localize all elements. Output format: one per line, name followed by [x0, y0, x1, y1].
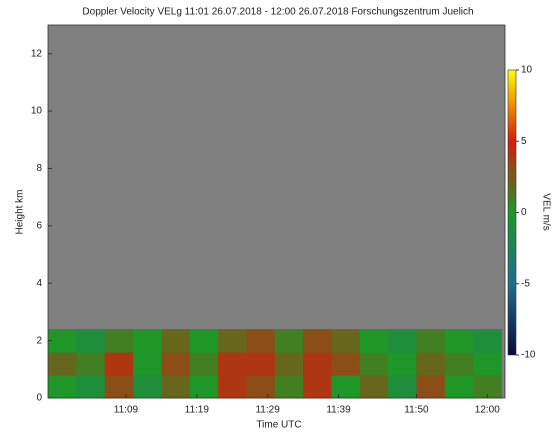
heatmap-cell	[161, 375, 190, 398]
heatmap-cell	[275, 352, 304, 375]
heatmap-cell	[303, 329, 332, 352]
heatmap-cell	[133, 329, 162, 352]
heatmap-cell	[445, 329, 474, 352]
colorbar-tick-label: 0	[521, 207, 527, 218]
heatmap-cell	[331, 375, 360, 398]
y-tick-label: 2	[36, 335, 42, 346]
heatmap-cell	[445, 375, 474, 398]
heatmap-cell	[161, 352, 190, 375]
heatmap-cell	[161, 329, 190, 352]
y-tick-label: 4	[36, 278, 42, 289]
heatmap-cell	[473, 329, 502, 352]
heatmap-cell	[76, 375, 105, 398]
y-tick-label: 6	[36, 220, 42, 231]
x-axis-label: Time UTC	[256, 420, 301, 431]
heatmap-cell	[246, 375, 275, 398]
heatmap-cell	[133, 352, 162, 375]
x-tick-label: 11:29	[255, 405, 280, 416]
heatmap-cell	[360, 375, 389, 398]
y-axis-label: Height km	[15, 189, 26, 234]
heatmap-cell	[190, 329, 219, 352]
heatmap-cell	[388, 375, 417, 398]
x-tick-label: 11:39	[326, 405, 351, 416]
y-tick-label: 0	[36, 393, 42, 404]
colorbar-tick-label: -5	[521, 278, 530, 289]
heatmap-cell	[445, 352, 474, 375]
heatmap-cell	[218, 375, 247, 398]
heatmap-cell	[388, 352, 417, 375]
x-tick-label: 11:19	[185, 405, 210, 416]
heatmap-cell	[246, 329, 275, 352]
colorbar-tick-label: 10	[521, 65, 533, 76]
heatmap-cell	[331, 329, 360, 352]
chart-title: Doppler Velocity VELg 11:01 26.07.2018 -…	[82, 7, 473, 18]
y-tick-label: 12	[31, 48, 43, 59]
colorbar	[508, 70, 516, 355]
heatmap-cell	[76, 352, 105, 375]
heatmap-cell	[133, 375, 162, 398]
heatmap-cell	[48, 352, 77, 375]
heatmap-cell	[275, 375, 304, 398]
heatmap-cell	[48, 329, 77, 352]
heatmap-cell	[218, 352, 247, 375]
heatmap-cell	[190, 375, 219, 398]
chart: Doppler Velocity VELg 11:01 26.07.2018 -…	[0, 0, 553, 435]
heatmap-cell	[303, 375, 332, 398]
heatmap-cell	[473, 352, 502, 375]
heatmap-cell	[331, 352, 360, 375]
heatmap-cell	[416, 329, 445, 352]
heatmap-cell	[48, 375, 77, 398]
heatmap-cell	[105, 352, 134, 375]
heatmap-cell	[105, 329, 134, 352]
colorbar-label: VEL m/s	[540, 193, 551, 230]
heatmap-cell	[218, 329, 247, 352]
heatmap-cell	[190, 352, 219, 375]
y-tick-label: 10	[31, 106, 43, 117]
heatmap-cell	[246, 352, 275, 375]
heatmap-cell	[388, 329, 417, 352]
heatmap-cell	[275, 329, 304, 352]
y-tick-label: 8	[36, 163, 42, 174]
x-tick-label: 12:00	[475, 405, 500, 416]
heatmap-cell	[360, 329, 389, 352]
heatmap-cell	[105, 375, 134, 398]
heatmap-cell	[76, 329, 105, 352]
x-tick-label: 11:50	[404, 405, 429, 416]
heatmap-cell	[416, 375, 445, 398]
colorbar-tick-label: -10	[521, 350, 536, 361]
heatmap-cell	[303, 352, 332, 375]
colorbar-tick-label: 5	[521, 136, 527, 147]
heatmap-cell	[360, 352, 389, 375]
heatmap-cell	[416, 352, 445, 375]
x-tick-label: 11:09	[114, 405, 139, 416]
